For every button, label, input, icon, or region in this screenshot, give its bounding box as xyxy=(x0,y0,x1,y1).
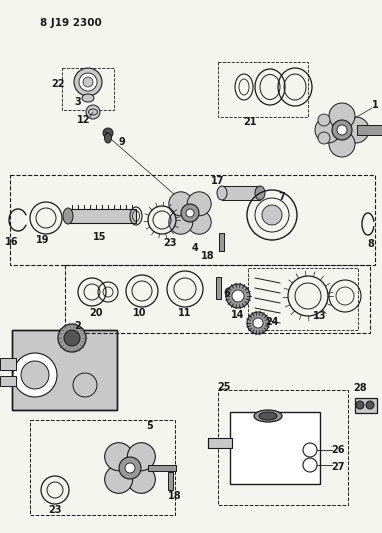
Circle shape xyxy=(79,73,97,91)
Circle shape xyxy=(64,330,80,346)
Circle shape xyxy=(127,443,155,471)
Text: 18: 18 xyxy=(168,491,182,501)
Circle shape xyxy=(127,465,155,494)
Text: 13: 13 xyxy=(313,311,327,321)
Circle shape xyxy=(105,443,133,471)
Circle shape xyxy=(105,465,133,494)
Text: 23: 23 xyxy=(48,505,62,515)
Circle shape xyxy=(343,117,369,143)
Circle shape xyxy=(83,77,93,87)
Text: 6: 6 xyxy=(223,288,230,298)
Bar xyxy=(0,358,16,370)
Ellipse shape xyxy=(259,412,277,420)
Text: 10: 10 xyxy=(133,308,147,318)
Text: 14: 14 xyxy=(231,310,245,320)
Circle shape xyxy=(125,463,135,473)
Bar xyxy=(208,438,232,448)
Text: 21: 21 xyxy=(243,117,257,127)
Text: 23: 23 xyxy=(163,238,177,248)
Ellipse shape xyxy=(105,133,112,143)
Circle shape xyxy=(329,131,355,157)
Bar xyxy=(68,209,136,223)
Circle shape xyxy=(103,128,113,138)
Bar xyxy=(355,398,377,413)
Text: 1: 1 xyxy=(372,100,379,110)
Circle shape xyxy=(329,103,355,129)
Circle shape xyxy=(262,205,282,225)
Text: 24: 24 xyxy=(265,317,279,327)
Circle shape xyxy=(318,114,330,126)
Bar xyxy=(357,125,382,135)
Bar xyxy=(230,412,320,484)
Text: 4: 4 xyxy=(192,243,198,253)
Text: 27: 27 xyxy=(331,462,345,472)
Bar xyxy=(65,265,370,333)
Ellipse shape xyxy=(89,109,97,115)
Circle shape xyxy=(181,204,199,222)
Text: 7: 7 xyxy=(278,192,285,202)
Circle shape xyxy=(58,324,86,352)
Ellipse shape xyxy=(63,208,73,224)
Circle shape xyxy=(13,353,57,397)
Text: 2: 2 xyxy=(74,321,81,331)
Ellipse shape xyxy=(254,410,282,422)
Bar xyxy=(222,186,260,200)
Text: 22: 22 xyxy=(51,79,65,89)
Circle shape xyxy=(247,312,269,334)
Text: 26: 26 xyxy=(331,445,345,455)
Circle shape xyxy=(232,290,244,302)
Circle shape xyxy=(226,284,250,308)
Text: 9: 9 xyxy=(119,137,125,147)
Circle shape xyxy=(119,457,141,479)
Circle shape xyxy=(74,68,102,96)
Text: 17: 17 xyxy=(211,176,225,186)
Circle shape xyxy=(332,120,352,140)
Text: 3: 3 xyxy=(74,97,81,107)
Bar xyxy=(219,233,224,251)
Text: 25: 25 xyxy=(217,382,231,392)
Circle shape xyxy=(337,125,347,135)
Circle shape xyxy=(169,210,193,234)
Text: 19: 19 xyxy=(36,235,50,245)
Bar xyxy=(218,62,308,117)
Bar xyxy=(216,277,221,299)
Text: 11: 11 xyxy=(178,308,192,318)
Bar xyxy=(12,330,117,410)
Text: 16: 16 xyxy=(5,237,19,247)
Text: 5: 5 xyxy=(147,421,154,431)
Bar xyxy=(218,390,348,505)
Text: 15: 15 xyxy=(93,232,107,242)
Circle shape xyxy=(186,209,194,217)
Ellipse shape xyxy=(82,94,94,102)
Ellipse shape xyxy=(255,186,265,200)
Circle shape xyxy=(187,192,211,216)
Bar xyxy=(148,465,176,471)
Circle shape xyxy=(356,401,364,409)
Bar xyxy=(168,472,173,490)
Bar xyxy=(62,68,114,110)
Circle shape xyxy=(169,192,193,216)
Circle shape xyxy=(315,117,341,143)
Text: 20: 20 xyxy=(89,308,103,318)
Text: 8 J19 2300: 8 J19 2300 xyxy=(40,18,102,28)
Text: 8: 8 xyxy=(367,239,374,249)
Bar xyxy=(12,330,117,410)
Circle shape xyxy=(187,210,211,234)
Bar xyxy=(0,376,16,386)
Text: 28: 28 xyxy=(353,383,367,393)
Circle shape xyxy=(21,361,49,389)
Circle shape xyxy=(318,132,330,144)
Bar xyxy=(248,268,358,330)
Text: 12: 12 xyxy=(77,115,91,125)
Circle shape xyxy=(253,318,263,328)
Circle shape xyxy=(366,401,374,409)
Bar xyxy=(30,420,175,515)
Circle shape xyxy=(86,105,100,119)
Bar xyxy=(10,175,375,265)
Text: 18: 18 xyxy=(201,251,215,261)
Ellipse shape xyxy=(217,186,227,200)
